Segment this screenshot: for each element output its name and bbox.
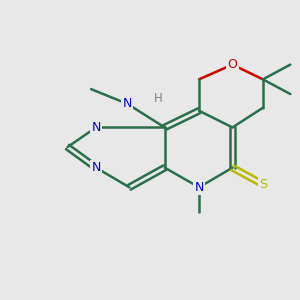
Text: N: N	[91, 121, 101, 134]
Text: N: N	[91, 161, 101, 174]
Text: S: S	[259, 178, 267, 191]
Text: O: O	[227, 58, 237, 71]
Text: N: N	[123, 98, 132, 110]
Text: H: H	[154, 92, 162, 106]
Text: N: N	[194, 181, 204, 194]
